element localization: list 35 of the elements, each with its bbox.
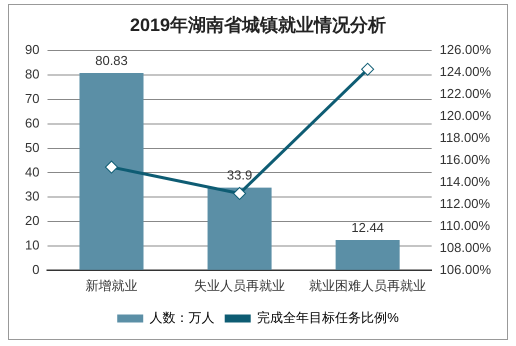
y-tick-label: 30	[24, 188, 40, 204]
y2-tick-label: 108.00%	[440, 240, 492, 255]
legend-label: 完成全年目标任务比例%	[257, 310, 400, 326]
legend-label: 人数：万人	[150, 310, 215, 326]
y2-tick-label: 118.00%	[440, 130, 490, 146]
y-tick-label: 90	[24, 42, 40, 58]
y-tick-label: 40	[24, 164, 40, 180]
x-tick-label: 失业人员再就业	[194, 278, 286, 293]
y2-tick-label: 112.00%	[440, 196, 490, 212]
point	[104, 160, 118, 174]
point	[361, 62, 374, 76]
bar	[79, 72, 144, 270]
y2-tick-label: 116.00%	[440, 152, 490, 168]
y2-tick-label: 110.00%	[440, 218, 490, 234]
y2-tick-label: 124.00%	[440, 64, 492, 80]
data-label: 12.44	[351, 220, 384, 236]
y-tick-label: 80	[24, 66, 40, 82]
y2-tick-label: 106.00%	[440, 262, 492, 277]
bar	[336, 240, 400, 270]
y2-tick-label: 114.00%	[440, 174, 490, 190]
y-tick-label: 60	[24, 115, 40, 130]
y2-tick-label: 122.00%	[440, 86, 492, 102]
y-tick-label: 50	[24, 140, 40, 155]
bar	[208, 188, 272, 270]
chart-title: 2019年湖南省城镇就业情况分析	[130, 14, 386, 35]
y2-tick-label: 120.00%	[440, 108, 492, 124]
y-tick-label: 0	[32, 262, 40, 277]
y-tick-label: 20	[24, 213, 40, 228]
x-tick-label: 新增就业	[85, 278, 138, 293]
point	[233, 186, 246, 200]
data-label: 80.83	[95, 53, 128, 68]
y2-tick-label: 126.00%	[440, 42, 492, 58]
y-tick-label: 70	[24, 91, 40, 106]
x-tick-label: 就业困难人员再就业	[309, 278, 426, 293]
y-tick-label: 10	[24, 238, 40, 253]
